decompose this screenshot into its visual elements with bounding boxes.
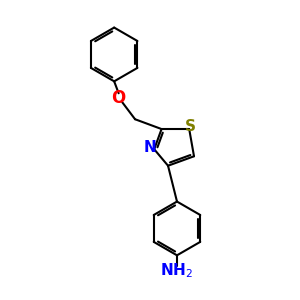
Text: NH$_2$: NH$_2$: [160, 262, 194, 280]
Text: O: O: [112, 89, 126, 107]
Text: N: N: [144, 140, 156, 155]
Text: S: S: [185, 118, 196, 134]
